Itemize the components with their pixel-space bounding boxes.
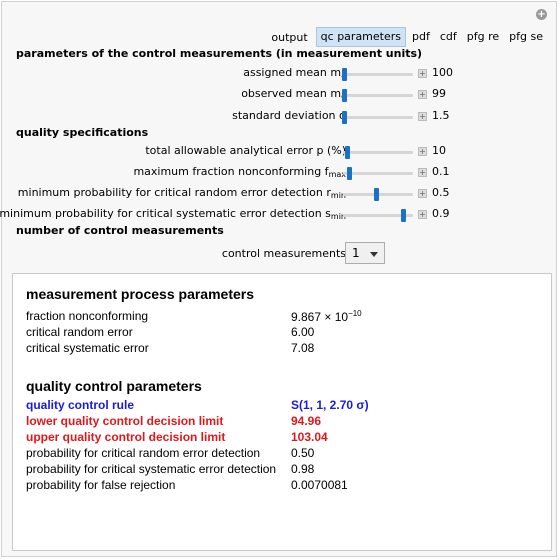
p-systematic-label: probability for critical systematic erro…	[26, 462, 277, 476]
assigned-mean-label: assigned mean ma	[243, 66, 346, 80]
expand-icon[interactable]: +	[418, 189, 427, 198]
slider-thumb[interactable]	[400, 209, 406, 222]
max-fraction-slider[interactable]	[343, 167, 413, 180]
max-fraction-value: 0.1	[432, 165, 450, 178]
qc-title: quality control parameters	[26, 378, 202, 394]
critical-systematic-value: 7.08	[291, 341, 315, 355]
min-prob-systematic-slider[interactable]	[343, 209, 413, 222]
section-number-heading: number of control measurements	[16, 224, 224, 237]
qc-rule-label: quality control rule	[26, 398, 135, 412]
control-measurements-select[interactable]: 1	[345, 242, 385, 264]
tab-qc-parameters[interactable]: qc parameters	[315, 27, 407, 47]
standard-deviation-control: standard deviation σ + 1.5	[2, 108, 558, 126]
min-prob-systematic-label: minimum probability for critical systema…	[0, 207, 346, 221]
tab-pfg-se[interactable]: pfg se	[509, 30, 543, 43]
lower-limit-label: lower quality control decision limit	[26, 414, 224, 428]
upper-limit-value: 103.04	[291, 430, 328, 444]
slider-thumb[interactable]	[342, 89, 348, 102]
standard-deviation-slider[interactable]	[342, 111, 413, 124]
slider-thumb[interactable]	[345, 146, 351, 159]
assigned-mean-control: assigned mean ma + 100	[2, 65, 558, 83]
expand-icon[interactable]: +	[418, 90, 427, 99]
section-measurements-heading: parameters of the control measurements (…	[16, 47, 423, 60]
critical-random-label: critical random error	[26, 325, 133, 339]
fraction-nonconforming-label: fraction nonconforming	[26, 309, 149, 323]
tab-pdf[interactable]: pdf	[412, 30, 430, 43]
qc-rule-value: S(1, 1, 2.70 σ)	[291, 398, 369, 412]
control-measurements-value: 1	[352, 246, 360, 260]
expand-icon[interactable]: +	[418, 168, 427, 177]
max-fraction-label: maximum fraction nonconforming fmax	[133, 165, 346, 179]
min-prob-random-control: minimum probability for critical random …	[2, 185, 558, 203]
observed-mean-label: observed mean mo	[241, 87, 346, 101]
min-prob-systematic-control: minimum probability for critical systema…	[0, 206, 558, 224]
assigned-mean-slider[interactable]	[342, 68, 413, 81]
total-error-value: 10	[432, 144, 446, 157]
total-error-slider[interactable]	[343, 146, 413, 159]
min-prob-systematic-value: 0.9	[432, 207, 450, 220]
min-prob-random-slider[interactable]	[343, 188, 413, 201]
total-error-control: total allowable analytical error p (%) +…	[2, 143, 558, 161]
p-false-value: 0.0070081	[291, 478, 348, 492]
tab-pfg-re[interactable]: pfg re	[466, 30, 500, 43]
standard-deviation-value: 1.5	[432, 109, 450, 122]
slider-thumb[interactable]	[342, 68, 348, 81]
control-measurements-row: control measurements	[2, 246, 558, 264]
observed-mean-slider[interactable]	[342, 89, 413, 102]
expand-icon[interactable]: +	[418, 210, 427, 219]
critical-random-value: 6.00	[291, 325, 315, 339]
assigned-mean-value: 100	[432, 66, 453, 79]
expand-icon[interactable]: +	[418, 147, 427, 156]
output-label: output	[271, 30, 308, 44]
control-measurements-label: control measurements	[221, 247, 346, 260]
min-prob-random-label: minimum probability for critical random …	[17, 186, 346, 200]
expand-icon[interactable]: +	[418, 112, 427, 121]
p-false-label: probability for false rejection	[26, 478, 176, 492]
p-random-label: probability for critical random error de…	[26, 446, 261, 460]
observed-mean-value: 99	[432, 87, 446, 100]
slider-thumb[interactable]	[342, 111, 348, 124]
max-fraction-control: maximum fraction nonconforming fmax + 0.…	[2, 164, 558, 182]
standard-deviation-label: standard deviation σ	[232, 109, 346, 122]
expand-icon[interactable]: +	[418, 69, 427, 78]
lower-limit-value: 94.96	[291, 414, 322, 428]
critical-systematic-label: critical systematic error	[26, 341, 149, 355]
slider-thumb[interactable]	[347, 167, 353, 180]
output-selector: output qc parameters pdf cdf pfg re pfg …	[271, 27, 547, 47]
add-icon[interactable]: +	[536, 9, 547, 20]
upper-limit-label: upper quality control decision limit	[26, 430, 226, 444]
observed-mean-control: observed mean mo + 99	[2, 86, 558, 104]
slider-thumb[interactable]	[373, 188, 379, 201]
total-error-label: total allowable analytical error p (%)	[145, 144, 346, 157]
process-title: measurement process parameters	[26, 286, 255, 302]
p-random-value: 0.50	[291, 446, 315, 460]
fraction-nonconforming-value: 9.867 × 10−10	[291, 309, 362, 324]
p-systematic-value: 0.98	[291, 462, 315, 476]
min-prob-random-value: 0.5	[432, 186, 450, 199]
chevron-down-icon	[370, 252, 378, 257]
tab-cdf[interactable]: cdf	[439, 30, 457, 43]
section-quality-heading: quality specifications	[16, 126, 149, 139]
results-panel: measurement process parameters fraction …	[12, 273, 552, 551]
